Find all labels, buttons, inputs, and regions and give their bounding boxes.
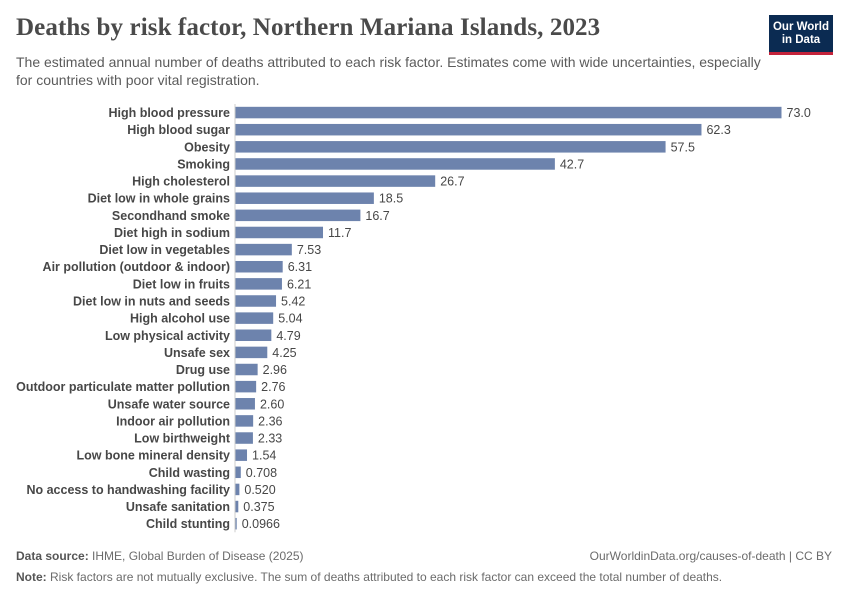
bar[interactable] bbox=[235, 260, 283, 273]
category-label: Obesity bbox=[184, 140, 230, 154]
chart-subtitle: The estimated annual number of deaths at… bbox=[16, 54, 761, 88]
category-label: High alcohol use bbox=[130, 312, 230, 326]
category-label: Indoor air pollution bbox=[116, 414, 230, 428]
value-label: 5.04 bbox=[278, 312, 302, 326]
category-label: Air pollution (outdoor & indoor) bbox=[43, 260, 230, 274]
category-label: Diet low in nuts and seeds bbox=[73, 294, 230, 308]
value-label: 2.76 bbox=[261, 380, 285, 394]
value-label: 0.0966 bbox=[242, 517, 280, 531]
bar[interactable] bbox=[235, 449, 248, 461]
category-label: Diet low in fruits bbox=[133, 277, 230, 291]
bar[interactable] bbox=[235, 175, 436, 187]
category-label: Smoking bbox=[177, 157, 230, 171]
category-label: Unsafe sex bbox=[164, 346, 230, 360]
bar[interactable] bbox=[235, 329, 272, 342]
value-label: 7.53 bbox=[297, 243, 321, 257]
value-label: 26.7 bbox=[440, 175, 464, 189]
bar[interactable] bbox=[235, 312, 274, 324]
source-text[interactable]: IHME, Global Burden of Disease (2025) bbox=[92, 549, 304, 563]
value-label: 57.5 bbox=[671, 140, 695, 154]
bar[interactable] bbox=[235, 500, 239, 513]
bar[interactable] bbox=[235, 517, 237, 530]
value-label: 0.520 bbox=[244, 483, 275, 497]
value-label: 0.708 bbox=[246, 466, 277, 480]
note-label: Note: bbox=[16, 570, 47, 584]
bars-group: High blood pressure 73.0 High blood sugar 6… bbox=[16, 106, 811, 531]
bar[interactable] bbox=[235, 141, 666, 153]
bar[interactable] bbox=[235, 192, 374, 204]
category-label: Secondhand smoke bbox=[112, 209, 230, 223]
bar[interactable] bbox=[235, 106, 782, 119]
category-label: Diet high in sodium bbox=[114, 226, 230, 240]
category-label: Diet low in whole grains bbox=[88, 192, 230, 206]
bar[interactable] bbox=[235, 209, 361, 222]
category-label: Low bone mineral density bbox=[77, 449, 231, 463]
bar[interactable] bbox=[235, 278, 282, 290]
bar[interactable] bbox=[235, 295, 277, 307]
bar[interactable] bbox=[235, 380, 257, 393]
value-label: 18.5 bbox=[379, 192, 403, 206]
bar[interactable] bbox=[235, 398, 255, 410]
value-label: 1.54 bbox=[252, 449, 276, 463]
value-label: 2.60 bbox=[260, 397, 284, 411]
logo-line-1: Our World bbox=[772, 20, 829, 33]
value-label: 42.7 bbox=[560, 157, 584, 171]
owid-logo[interactable]: Our World in Data bbox=[769, 15, 833, 55]
source-label: Data source: bbox=[16, 549, 89, 563]
value-label: 4.25 bbox=[272, 346, 296, 360]
category-label: High blood pressure bbox=[108, 106, 230, 120]
bar[interactable] bbox=[235, 432, 253, 444]
bar[interactable] bbox=[235, 158, 555, 170]
chart-title: Deaths by risk factor, Northern Mariana … bbox=[16, 14, 601, 41]
category-label: High cholesterol bbox=[132, 175, 230, 189]
category-label: Child stunting bbox=[146, 517, 230, 531]
category-label: Low birthweight bbox=[134, 432, 231, 446]
value-label: 5.42 bbox=[281, 294, 305, 308]
category-label: Unsafe water source bbox=[108, 397, 230, 411]
bar[interactable] bbox=[235, 243, 292, 256]
bar[interactable] bbox=[235, 363, 258, 376]
value-label: 62.3 bbox=[706, 123, 730, 137]
bar[interactable] bbox=[235, 226, 324, 239]
value-label: 2.33 bbox=[258, 432, 282, 446]
bar[interactable] bbox=[235, 483, 240, 496]
value-label: 0.375 bbox=[243, 500, 274, 514]
category-label: Child wasting bbox=[149, 466, 230, 480]
value-label: 2.96 bbox=[263, 363, 287, 377]
bar[interactable] bbox=[235, 123, 702, 136]
footer-source: Data source: IHME, Global Burden of Dise… bbox=[16, 549, 303, 563]
note-text: Risk factors are not mutually exclusive.… bbox=[50, 570, 723, 584]
category-label: Diet low in vegetables bbox=[99, 243, 230, 257]
category-label: Outdoor particulate matter pollution bbox=[16, 380, 230, 394]
bar[interactable] bbox=[235, 415, 254, 427]
footer-url[interactable]: OurWorldinData.org/causes-of-death | CC … bbox=[589, 549, 832, 563]
category-label: No access to handwashing facility bbox=[26, 483, 230, 497]
category-label: Drug use bbox=[176, 363, 230, 377]
bar[interactable] bbox=[235, 466, 241, 479]
value-label: 16.7 bbox=[365, 209, 389, 223]
logo-line-2: in Data bbox=[781, 33, 821, 46]
bar[interactable] bbox=[235, 346, 268, 359]
value-label: 73.0 bbox=[787, 106, 811, 120]
value-label: 4.79 bbox=[276, 329, 300, 343]
value-label: 6.31 bbox=[288, 260, 312, 274]
value-label: 6.21 bbox=[287, 277, 311, 291]
value-label: 2.36 bbox=[258, 414, 282, 428]
category-label: High blood sugar bbox=[127, 123, 230, 137]
category-label: Low physical activity bbox=[105, 329, 230, 343]
value-label: 11.7 bbox=[328, 226, 351, 240]
footer-note: Note: Risk factors are not mutually excl… bbox=[16, 570, 722, 584]
category-label: Unsafe sanitation bbox=[126, 500, 230, 514]
